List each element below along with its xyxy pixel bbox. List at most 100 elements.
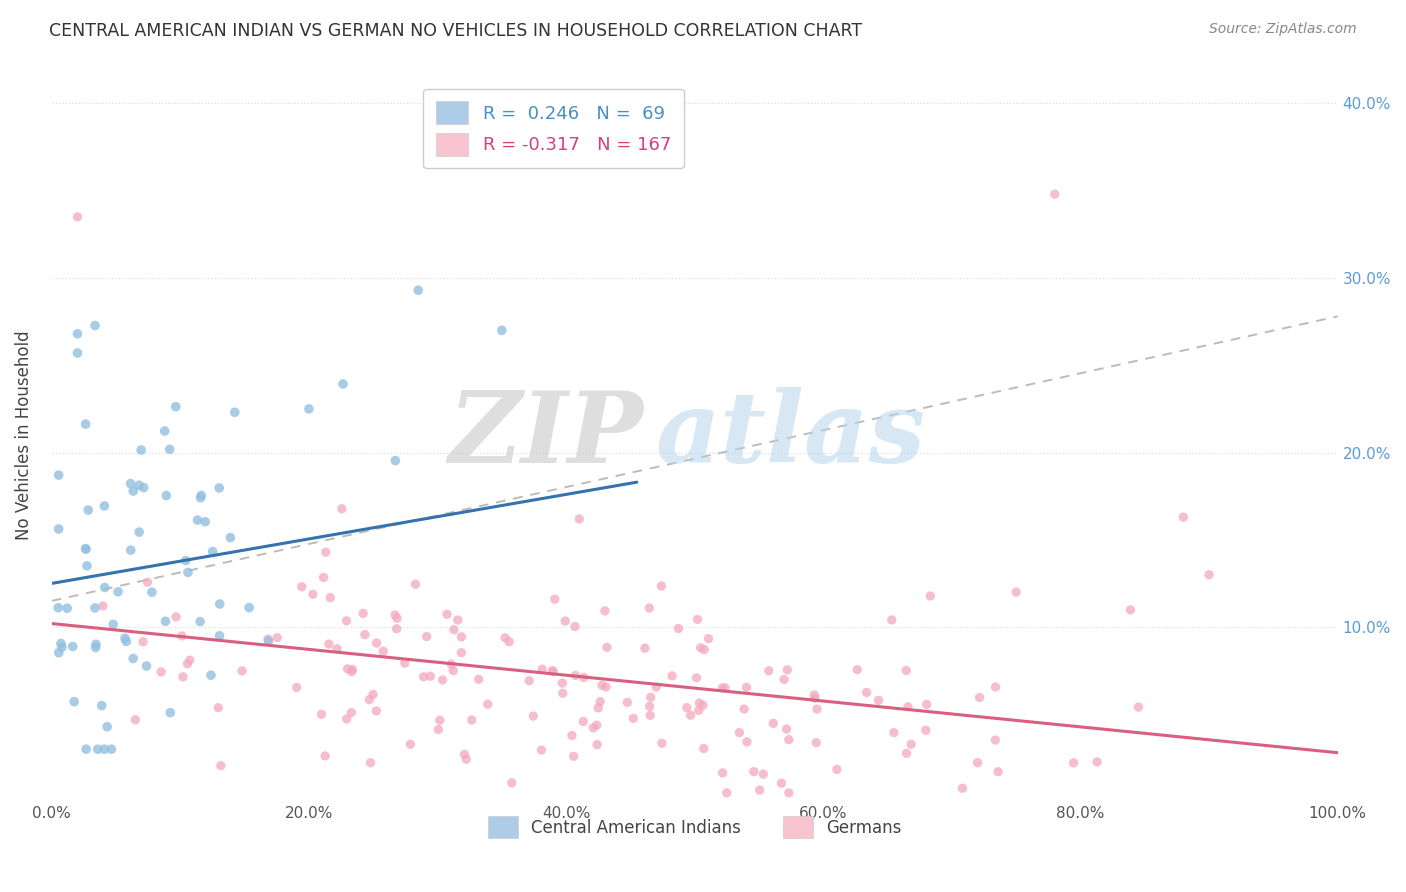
Point bbox=[692, 698, 714, 713]
Point bbox=[531, 662, 554, 676]
Point bbox=[595, 680, 617, 694]
Point bbox=[966, 756, 988, 770]
Point bbox=[987, 764, 1010, 779]
Point bbox=[238, 600, 260, 615]
Point bbox=[650, 579, 672, 593]
Point bbox=[450, 630, 472, 644]
Point bbox=[453, 747, 475, 762]
Point bbox=[406, 283, 429, 297]
Point bbox=[638, 699, 661, 714]
Point bbox=[825, 763, 848, 777]
Point bbox=[342, 663, 364, 677]
Point bbox=[638, 601, 661, 615]
Point bbox=[554, 614, 576, 628]
Point bbox=[621, 711, 644, 725]
Point bbox=[716, 786, 738, 800]
Point bbox=[1063, 756, 1085, 770]
Point bbox=[354, 627, 377, 641]
Point bbox=[257, 634, 280, 648]
Point bbox=[352, 607, 374, 621]
Point bbox=[122, 651, 145, 665]
Point bbox=[914, 723, 936, 738]
Point bbox=[415, 630, 437, 644]
Text: Source: ZipAtlas.com: Source: ZipAtlas.com bbox=[1209, 22, 1357, 37]
Point bbox=[172, 670, 194, 684]
Point bbox=[984, 680, 1007, 694]
Point bbox=[132, 635, 155, 649]
Point bbox=[93, 499, 115, 513]
Point bbox=[883, 725, 905, 739]
Point bbox=[806, 736, 828, 750]
Point bbox=[129, 442, 152, 457]
Point bbox=[543, 665, 565, 679]
Text: ZIP: ZIP bbox=[449, 387, 644, 483]
Point bbox=[494, 631, 516, 645]
Point bbox=[115, 634, 138, 648]
Point bbox=[778, 732, 800, 747]
Point bbox=[443, 623, 465, 637]
Point bbox=[616, 695, 638, 709]
Point bbox=[585, 718, 607, 732]
Point bbox=[77, 503, 100, 517]
Point bbox=[291, 580, 314, 594]
Point bbox=[359, 692, 381, 706]
Point bbox=[686, 612, 709, 626]
Point bbox=[90, 698, 112, 713]
Point bbox=[551, 676, 574, 690]
Point bbox=[651, 736, 673, 750]
Point bbox=[231, 664, 253, 678]
Point bbox=[75, 742, 97, 756]
Point bbox=[141, 585, 163, 599]
Point bbox=[340, 665, 363, 679]
Point bbox=[711, 681, 734, 695]
Point bbox=[429, 713, 451, 727]
Point bbox=[76, 558, 98, 573]
Point bbox=[165, 400, 187, 414]
Point bbox=[645, 680, 668, 694]
Point bbox=[432, 673, 454, 687]
Point bbox=[634, 641, 657, 656]
Point bbox=[477, 697, 499, 711]
Point bbox=[224, 405, 246, 419]
Point bbox=[135, 659, 157, 673]
Point bbox=[638, 708, 661, 723]
Point bbox=[93, 742, 115, 756]
Point bbox=[447, 613, 470, 627]
Point bbox=[94, 581, 117, 595]
Point bbox=[544, 592, 567, 607]
Point bbox=[394, 656, 416, 670]
Point bbox=[177, 566, 200, 580]
Point bbox=[385, 611, 408, 625]
Point bbox=[419, 669, 441, 683]
Point bbox=[776, 663, 799, 677]
Point bbox=[1198, 567, 1220, 582]
Point bbox=[373, 644, 395, 658]
Point bbox=[846, 663, 869, 677]
Point bbox=[332, 376, 354, 391]
Legend: Central American Indians, Germans: Central American Indians, Germans bbox=[481, 810, 908, 845]
Point bbox=[312, 570, 335, 584]
Point bbox=[190, 491, 212, 505]
Point bbox=[522, 709, 544, 723]
Point bbox=[66, 346, 89, 360]
Point bbox=[208, 481, 231, 495]
Point bbox=[915, 698, 938, 712]
Point bbox=[170, 629, 193, 643]
Point bbox=[693, 642, 716, 657]
Point bbox=[758, 664, 780, 678]
Point bbox=[896, 747, 918, 761]
Point bbox=[361, 687, 384, 701]
Point bbox=[591, 678, 613, 692]
Point bbox=[336, 712, 359, 726]
Point bbox=[75, 542, 97, 557]
Point bbox=[200, 668, 222, 682]
Point bbox=[661, 669, 683, 683]
Point bbox=[498, 634, 520, 648]
Point bbox=[266, 631, 288, 645]
Point bbox=[219, 531, 242, 545]
Point bbox=[399, 737, 422, 751]
Point bbox=[688, 696, 710, 710]
Point bbox=[385, 622, 408, 636]
Point bbox=[1043, 187, 1066, 202]
Y-axis label: No Vehicles in Household: No Vehicles in Household bbox=[15, 330, 32, 540]
